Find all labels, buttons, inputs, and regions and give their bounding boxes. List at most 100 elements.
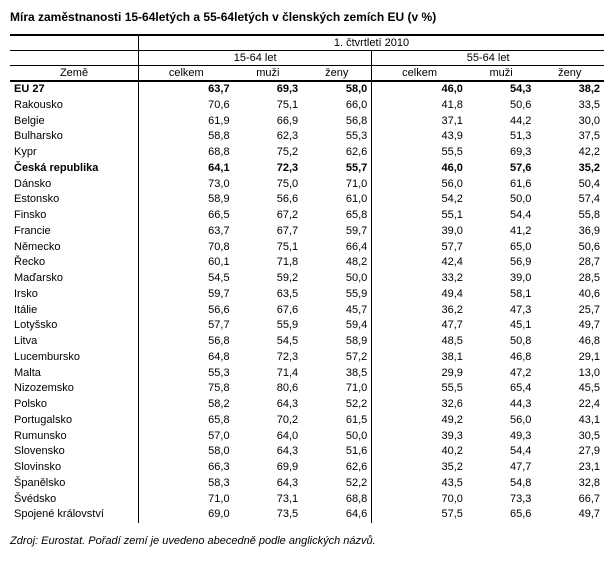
table-row: Dánsko73,075,071,056,061,650,4: [10, 177, 604, 193]
value-cell: 48,5: [372, 334, 467, 350]
country-cell: Německo: [10, 240, 139, 256]
value-cell: 68,8: [139, 145, 234, 161]
value-cell: 13,0: [535, 366, 604, 382]
value-cell: 36,2: [372, 303, 467, 319]
value-cell: 50,0: [302, 429, 372, 445]
value-cell: 30,0: [535, 114, 604, 130]
value-cell: 61,5: [302, 413, 372, 429]
table-row: Slovinsko66,369,962,635,247,723,1: [10, 460, 604, 476]
value-cell: 39,0: [467, 271, 536, 287]
value-cell: 55,9: [234, 318, 303, 334]
country-cell: Spojené království: [10, 507, 139, 523]
country-cell: Bulharsko: [10, 129, 139, 145]
value-cell: 61,0: [302, 192, 372, 208]
value-cell: 56,6: [234, 192, 303, 208]
value-cell: 39,0: [372, 224, 467, 240]
country-header: Země: [10, 66, 139, 82]
country-cell: Slovinsko: [10, 460, 139, 476]
country-cell: Lucembursko: [10, 350, 139, 366]
country-cell: Polsko: [10, 397, 139, 413]
value-cell: 55,7: [302, 161, 372, 177]
value-cell: 46,8: [467, 350, 536, 366]
table-row: Belgie61,966,956,837,144,230,0: [10, 114, 604, 130]
value-cell: 70,6: [139, 98, 234, 114]
value-cell: 33,5: [535, 98, 604, 114]
country-cell: Itálie: [10, 303, 139, 319]
value-cell: 49,7: [535, 318, 604, 334]
value-cell: 57,5: [372, 507, 467, 523]
country-cell: Portugalsko: [10, 413, 139, 429]
value-cell: 55,5: [372, 381, 467, 397]
employment-table: 1. čtvrtletí 2010 15-64 let 55-64 let Ze…: [10, 34, 604, 523]
value-cell: 49,4: [372, 287, 467, 303]
table-row: Rumunsko57,064,050,039,349,330,5: [10, 429, 604, 445]
col-celkem-1: celkem: [139, 66, 234, 82]
value-cell: 57,6: [467, 161, 536, 177]
country-cell: Rumunsko: [10, 429, 139, 445]
value-cell: 52,2: [302, 397, 372, 413]
value-cell: 57,7: [372, 240, 467, 256]
col-zeny-2: ženy: [535, 66, 604, 82]
value-cell: 56,0: [372, 177, 467, 193]
value-cell: 41,2: [467, 224, 536, 240]
value-cell: 57,4: [535, 192, 604, 208]
value-cell: 59,4: [302, 318, 372, 334]
table-row: Litva56,854,558,948,550,846,8: [10, 334, 604, 350]
table-row: Maďarsko54,559,250,033,239,028,5: [10, 271, 604, 287]
value-cell: 55,5: [372, 145, 467, 161]
value-cell: 64,0: [234, 429, 303, 445]
table-row: Itálie56,667,645,736,247,325,7: [10, 303, 604, 319]
value-cell: 47,7: [467, 460, 536, 476]
value-cell: 64,8: [139, 350, 234, 366]
value-cell: 38,5: [302, 366, 372, 382]
value-cell: 69,9: [234, 460, 303, 476]
value-cell: 50,0: [467, 192, 536, 208]
value-cell: 45,1: [467, 318, 536, 334]
value-cell: 65,4: [467, 381, 536, 397]
value-cell: 63,5: [234, 287, 303, 303]
value-cell: 73,3: [467, 492, 536, 508]
col-zeny-1: ženy: [302, 66, 372, 82]
value-cell: 65,8: [302, 208, 372, 224]
country-cell: Francie: [10, 224, 139, 240]
value-cell: 72,3: [234, 161, 303, 177]
value-cell: 42,2: [535, 145, 604, 161]
country-cell: Řecko: [10, 255, 139, 271]
value-cell: 75,2: [234, 145, 303, 161]
value-cell: 66,4: [302, 240, 372, 256]
country-cell: Nizozemsko: [10, 381, 139, 397]
value-cell: 50,6: [535, 240, 604, 256]
value-cell: 75,8: [139, 381, 234, 397]
value-cell: 37,1: [372, 114, 467, 130]
table-row: Irsko59,763,555,949,458,140,6: [10, 287, 604, 303]
value-cell: 62,6: [302, 145, 372, 161]
value-cell: 55,3: [302, 129, 372, 145]
value-cell: 57,2: [302, 350, 372, 366]
value-cell: 67,7: [234, 224, 303, 240]
country-cell: Kypr: [10, 145, 139, 161]
value-cell: 45,7: [302, 303, 372, 319]
table-row: EU 2763,769,358,046,054,338,2: [10, 81, 604, 98]
country-cell: Slovensko: [10, 444, 139, 460]
table-row: Malta55,371,438,529,947,213,0: [10, 366, 604, 382]
value-cell: 49,7: [535, 507, 604, 523]
value-cell: 28,5: [535, 271, 604, 287]
value-cell: 40,2: [372, 444, 467, 460]
country-cell: Švédsko: [10, 492, 139, 508]
value-cell: 38,1: [372, 350, 467, 366]
table-row: Rakousko70,675,166,041,850,633,5: [10, 98, 604, 114]
value-cell: 27,9: [535, 444, 604, 460]
value-cell: 65,0: [467, 240, 536, 256]
value-cell: 25,7: [535, 303, 604, 319]
value-cell: 43,1: [535, 413, 604, 429]
value-cell: 66,0: [302, 98, 372, 114]
value-cell: 43,9: [372, 129, 467, 145]
value-cell: 61,9: [139, 114, 234, 130]
value-cell: 64,3: [234, 444, 303, 460]
value-cell: 64,6: [302, 507, 372, 523]
value-cell: 62,6: [302, 460, 372, 476]
value-cell: 71,0: [139, 492, 234, 508]
table-row: Slovensko58,064,351,640,254,427,9: [10, 444, 604, 460]
value-cell: 29,9: [372, 366, 467, 382]
table-row: Bulharsko58,862,355,343,951,337,5: [10, 129, 604, 145]
